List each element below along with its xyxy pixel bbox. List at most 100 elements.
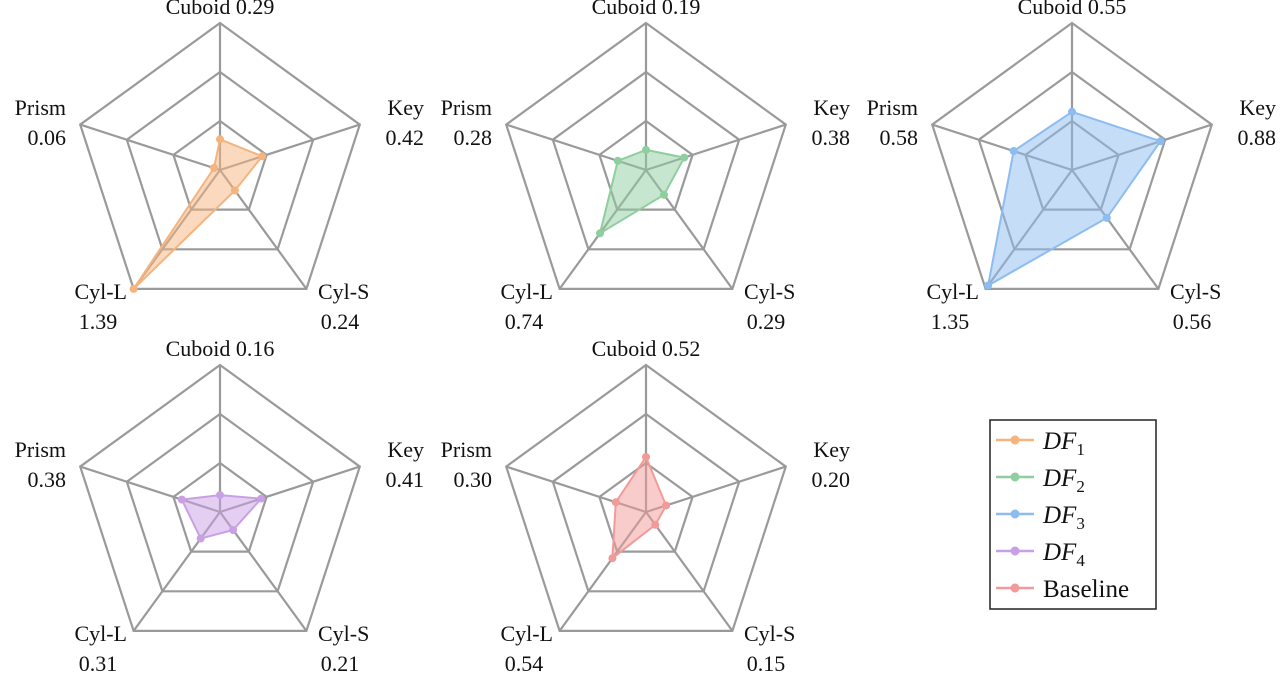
axis-label-cuboid: Cuboid 0.19 [592, 0, 701, 19]
axis-value-key: 0.42 [386, 125, 425, 150]
series-area-df4 [180, 494, 264, 540]
data-point-prism [611, 498, 620, 507]
data-point-cyl-l [984, 281, 993, 290]
axis-spoke-prism [79, 123, 221, 172]
grid-ring-1 [172, 461, 268, 553]
data-point-prism [1009, 147, 1018, 155]
data-point-cyl-l [196, 534, 205, 543]
data-point-cyl-s [651, 520, 660, 529]
grid-ring-2 [977, 70, 1167, 251]
series-area-df1 [132, 137, 264, 290]
series-area-baseline [611, 454, 668, 561]
legend-marker [1010, 472, 1020, 482]
axis-label-prism: Prism [15, 437, 66, 462]
axis-value-prism: 0.38 [28, 467, 67, 492]
radar-panel-3: Cuboid 0.55 Key 0.88 Prism 0.58 Cyl-S 0.56 Cyl-… [867, 0, 1276, 334]
legend-entry: Baseline [996, 576, 1129, 603]
axis-value-cyl-s: 0.56 [1173, 309, 1212, 334]
axis-label-cyl-s: Cyl-S [744, 279, 795, 304]
axis-value-key: 0.38 [812, 125, 851, 150]
grid-ring-3 [78, 21, 362, 290]
grid-ring-2 [551, 70, 741, 251]
grid-ring-3 [504, 21, 788, 290]
axis-label-prism: Prism [441, 95, 492, 120]
axis-value-key: 0.88 [1238, 125, 1277, 150]
legend-label: DF4 [1042, 539, 1085, 570]
grid-ring-1 [598, 461, 694, 553]
grid-ring-3 [930, 21, 1214, 290]
axis-label-prism: Prism [15, 95, 66, 120]
data-point-cyl-s [229, 526, 238, 534]
legend-entry: DF2 [996, 465, 1085, 496]
radar-panel-1: Cuboid 0.29 Key 0.42 Prism 0.06 Cyl-S 0.24 Cyl-… [15, 0, 424, 334]
grid-ring-1 [598, 119, 694, 211]
data-point-cyl-l [129, 284, 138, 293]
axis-value-cyl-l: 1.35 [931, 309, 970, 334]
axis-label-prism: Prism [867, 95, 918, 120]
grid-ring-2 [551, 412, 741, 593]
axis-value-prism: 0.06 [28, 125, 67, 150]
grid-ring-3 [504, 363, 788, 633]
data-point-cuboid [216, 491, 224, 500]
legend-label: DF3 [1042, 502, 1085, 533]
axis-label-cyl-l: Cyl-L [500, 279, 553, 304]
axis-value-cyl-s: 0.29 [747, 309, 786, 334]
grid-ring-2 [125, 412, 315, 593]
axis-value-cyl-s: 0.21 [321, 651, 360, 676]
axis-label-key: Key [813, 437, 850, 462]
legend-marker [1010, 509, 1020, 519]
grid-ring-3 [78, 363, 362, 633]
data-point-key [662, 501, 671, 510]
series-area-df2 [598, 148, 686, 236]
legend-marker [1010, 546, 1020, 556]
axis-value-cyl-s: 0.15 [747, 651, 786, 676]
axis-label-cuboid: Cuboid 0.16 [166, 336, 275, 361]
data-point-cyl-l [596, 229, 604, 238]
axis-label-cyl-s: Cyl-S [318, 621, 369, 646]
axis-value-key: 0.41 [386, 467, 425, 492]
axis-label-cyl-l: Cyl-L [74, 621, 127, 646]
grid-ring-2 [125, 70, 315, 251]
legend-label: DF2 [1042, 465, 1085, 496]
data-point-key [257, 494, 266, 503]
legend-marker [1010, 435, 1020, 445]
data-point-cuboid [1068, 107, 1076, 116]
axis-value-prism: 0.28 [454, 125, 493, 150]
axis-value-cyl-l: 0.74 [505, 309, 544, 334]
radar-panel-5: Cuboid 0.52 Key 0.20 Prism 0.30 Cyl-S 0.15 Cyl-… [441, 336, 850, 676]
data-point-prism [177, 495, 186, 504]
axis-label-cyl-s: Cyl-S [744, 621, 795, 646]
axis-value-cyl-l: 0.31 [79, 651, 118, 676]
axis-spoke-cyl-s [645, 511, 734, 632]
data-point-key [680, 153, 689, 162]
radar-panel-2: Cuboid 0.19 Key 0.38 Prism 0.28 Cyl-S 0.29 Cyl-… [441, 0, 850, 334]
axis-label-prism: Prism [441, 437, 492, 462]
legend-marker [1010, 583, 1020, 593]
data-point-cyl-l [608, 554, 617, 563]
axis-value-cyl-s: 0.24 [321, 309, 360, 334]
legend-label: Baseline [1043, 576, 1129, 603]
data-point-prism [613, 156, 622, 165]
axis-label-cyl-s: Cyl-S [1170, 279, 1221, 304]
legend-label: DF1 [1042, 428, 1085, 459]
axis-label-cuboid: Cuboid 0.29 [166, 0, 275, 19]
data-point-key [258, 152, 267, 161]
data-point-cuboid [216, 135, 224, 144]
data-point-key [1156, 137, 1165, 146]
legend-entry: DF1 [996, 428, 1085, 459]
axis-value-prism: 0.30 [454, 467, 493, 492]
axis-label-key: Key [1239, 95, 1276, 120]
legend-entry: DF3 [996, 502, 1085, 533]
data-point-cuboid [642, 453, 650, 461]
data-point-cyl-s [660, 190, 668, 199]
axis-value-cyl-l: 1.39 [79, 309, 118, 334]
axis-label-cyl-l: Cyl-L [926, 279, 979, 304]
legend: DF1 DF2 DF3 DF4 Baseline [989, 419, 1157, 610]
radar-panel-4: Cuboid 0.16 Key 0.41 Prism 0.38 Cyl-S 0.21 Cyl-… [15, 336, 424, 676]
series-area-df3 [986, 110, 1163, 288]
legend-entry: DF4 [996, 539, 1085, 570]
axis-label-cyl-s: Cyl-S [318, 279, 369, 304]
data-point-prism [210, 164, 218, 172]
axis-value-prism: 0.58 [880, 125, 919, 150]
